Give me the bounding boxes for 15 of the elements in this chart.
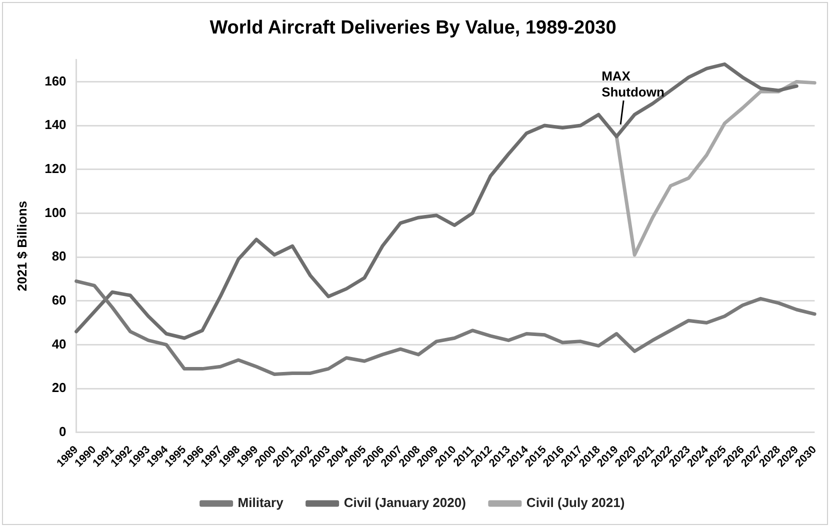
legend-label: Civil (January 2020) bbox=[344, 495, 466, 510]
legend-label: Military bbox=[238, 495, 284, 510]
y-tick-label: 140 bbox=[44, 117, 66, 132]
legend-label: Civil (July 2021) bbox=[526, 495, 625, 510]
y-tick-label: 60 bbox=[52, 292, 66, 308]
y-tick-label: 20 bbox=[52, 380, 66, 396]
y-tick-label: 40 bbox=[52, 336, 66, 352]
y-tick-label: 120 bbox=[44, 160, 66, 176]
y-tick-label: 80 bbox=[52, 248, 66, 264]
chart-title: World Aircraft Deliveries By Value, 1989-2030 bbox=[210, 18, 616, 39]
annotation: MAX Shutdown bbox=[602, 68, 664, 100]
y-tick-label: 0 bbox=[59, 424, 66, 439]
y-axis-title: 2021 $ Billions bbox=[14, 200, 30, 292]
y-tick-label: 100 bbox=[44, 204, 66, 220]
y-tick-label: 160 bbox=[44, 73, 66, 88]
